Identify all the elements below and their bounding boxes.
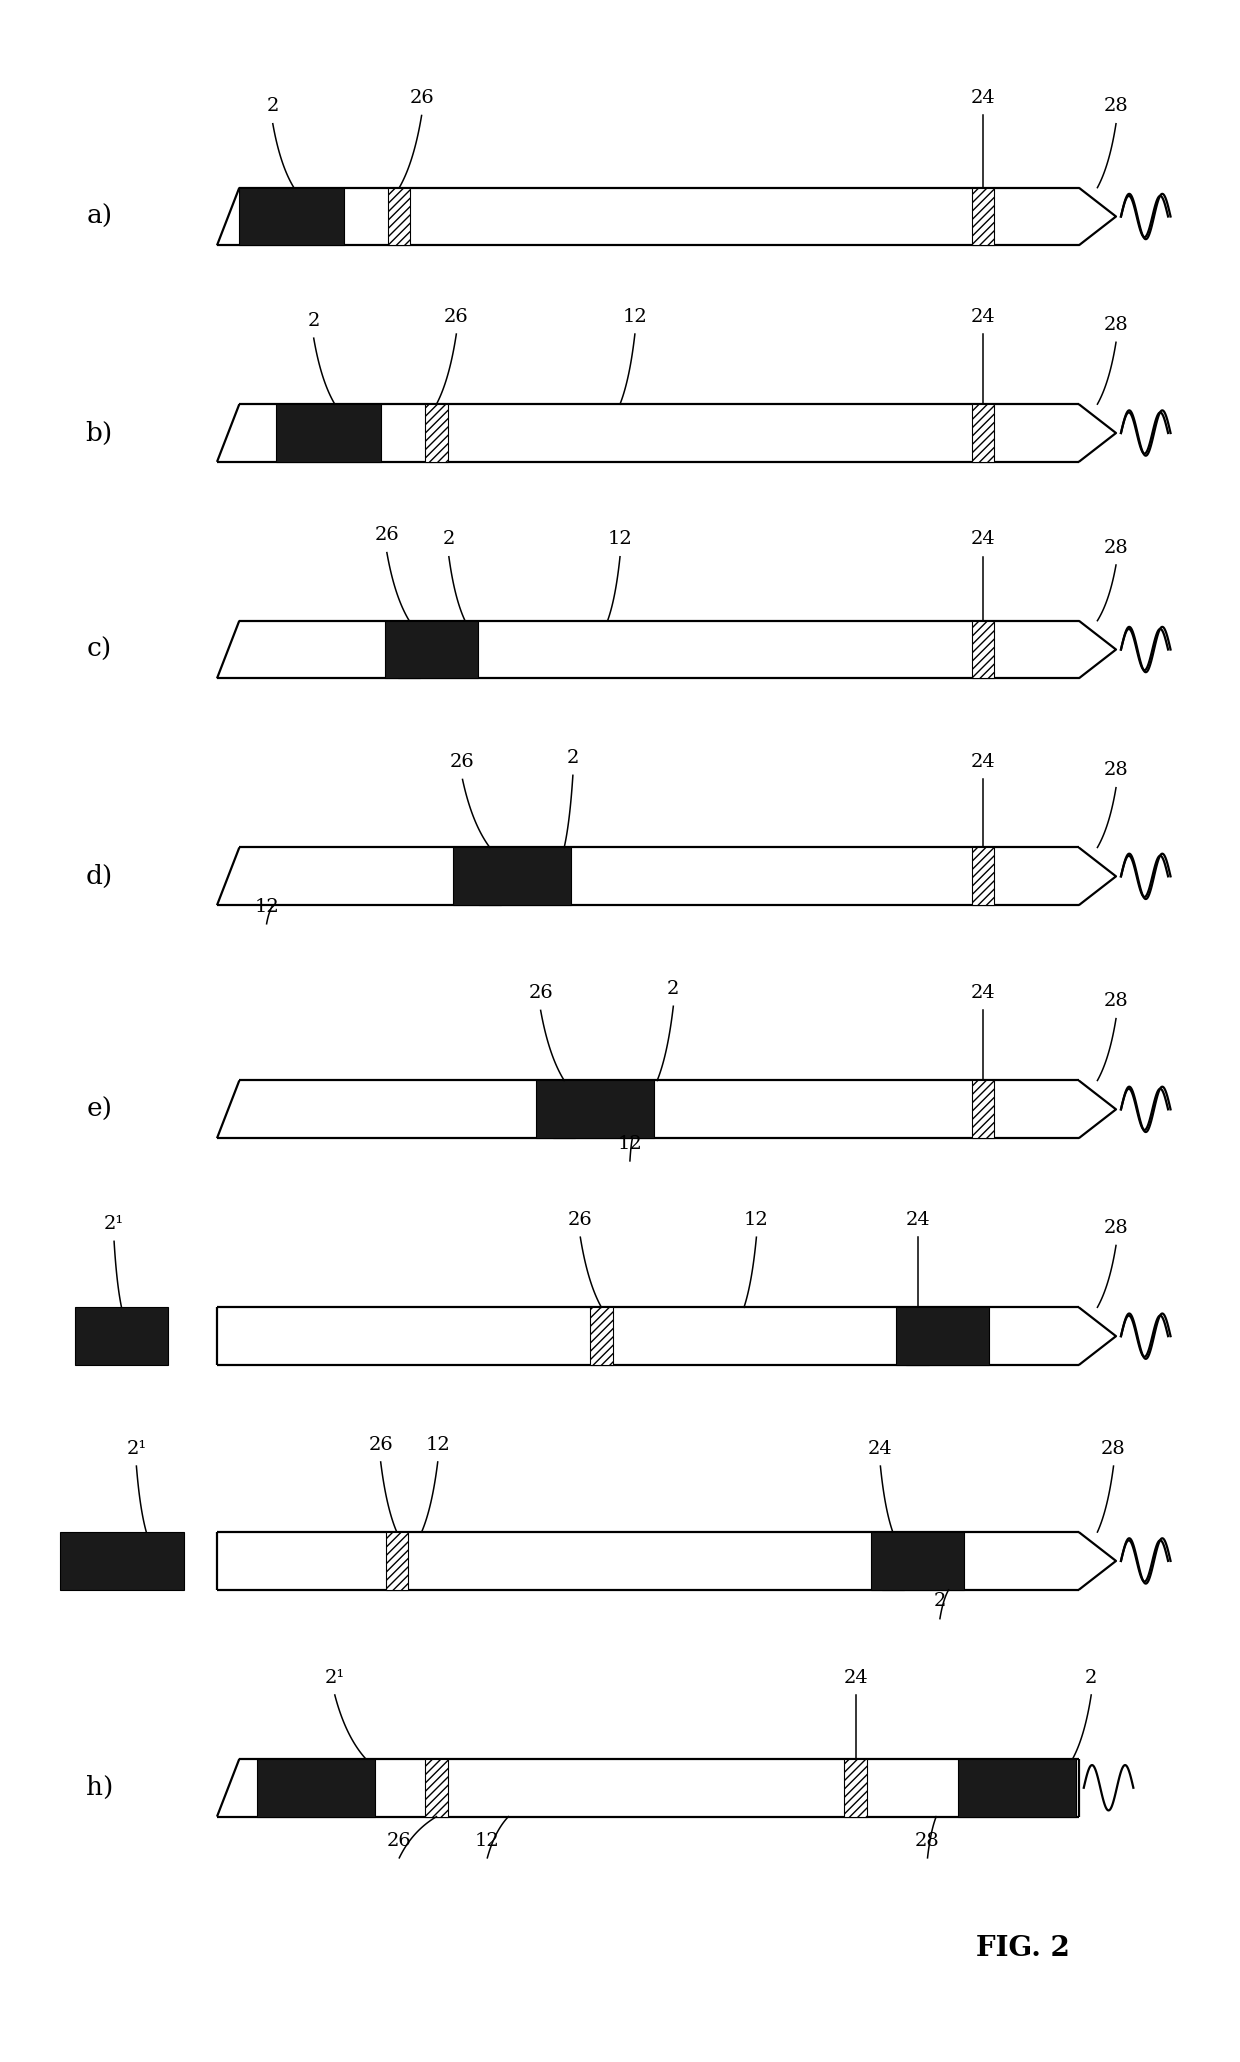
Bar xyxy=(425,404,448,462)
Text: 26: 26 xyxy=(409,89,434,107)
Text: 28: 28 xyxy=(1101,1439,1126,1458)
Text: 2: 2 xyxy=(567,749,579,767)
Text: 28: 28 xyxy=(1104,97,1128,115)
Text: 12: 12 xyxy=(622,307,647,326)
Text: 26: 26 xyxy=(444,307,469,326)
Text: 24: 24 xyxy=(971,984,996,1002)
Text: 28: 28 xyxy=(1104,315,1128,334)
Text: 12: 12 xyxy=(618,1134,642,1153)
Text: 2¹: 2¹ xyxy=(126,1439,146,1458)
Text: 26: 26 xyxy=(368,1435,393,1454)
Text: 2¹: 2¹ xyxy=(325,1668,345,1687)
Text: b): b) xyxy=(86,421,113,445)
Text: h): h) xyxy=(86,1775,113,1800)
Bar xyxy=(275,404,381,462)
Bar xyxy=(60,1532,184,1590)
Text: 12: 12 xyxy=(608,530,632,548)
Text: 24: 24 xyxy=(971,89,996,107)
Text: 24: 24 xyxy=(868,1439,893,1458)
Bar xyxy=(870,1532,965,1590)
Text: FIG. 2: FIG. 2 xyxy=(976,1934,1070,1963)
Bar xyxy=(398,621,420,678)
Bar xyxy=(972,847,994,905)
Bar xyxy=(386,1532,408,1590)
Bar xyxy=(590,1307,613,1365)
Text: 2: 2 xyxy=(443,530,455,548)
Bar xyxy=(972,404,994,462)
Bar xyxy=(895,1307,990,1365)
Text: 26: 26 xyxy=(568,1210,593,1229)
Text: 2: 2 xyxy=(308,311,320,330)
Text: 12: 12 xyxy=(425,1435,450,1454)
Bar xyxy=(425,1759,448,1817)
Bar xyxy=(536,1080,655,1138)
Text: 28: 28 xyxy=(915,1831,940,1850)
Bar xyxy=(388,188,410,245)
Text: 2¹: 2¹ xyxy=(104,1215,124,1233)
Text: 28: 28 xyxy=(1104,1219,1128,1237)
Text: d): d) xyxy=(86,864,113,889)
Text: 28: 28 xyxy=(1104,538,1128,557)
Text: 12: 12 xyxy=(744,1210,769,1229)
Text: c): c) xyxy=(87,637,112,662)
Bar xyxy=(972,188,994,245)
Text: a): a) xyxy=(86,204,113,229)
Bar xyxy=(972,1080,994,1138)
Text: 24: 24 xyxy=(971,307,996,326)
Text: 24: 24 xyxy=(971,753,996,771)
Text: g): g) xyxy=(86,1549,113,1573)
Text: 26: 26 xyxy=(528,984,553,1002)
Text: 2: 2 xyxy=(667,979,680,998)
Bar xyxy=(972,621,994,678)
Bar xyxy=(238,188,343,245)
Bar xyxy=(384,621,479,678)
Text: 12: 12 xyxy=(475,1831,500,1850)
Text: 2: 2 xyxy=(267,97,279,115)
Text: 28: 28 xyxy=(1104,761,1128,779)
Text: e): e) xyxy=(87,1097,112,1122)
Text: 24: 24 xyxy=(971,530,996,548)
Text: 24: 24 xyxy=(843,1668,868,1687)
Text: 2: 2 xyxy=(934,1592,946,1610)
Bar xyxy=(553,1080,575,1138)
Bar xyxy=(844,1759,867,1817)
Bar xyxy=(76,1307,169,1365)
Bar xyxy=(957,1759,1076,1817)
Text: 26: 26 xyxy=(387,1831,412,1850)
Text: 24: 24 xyxy=(905,1210,930,1229)
Text: 12: 12 xyxy=(254,897,279,916)
Text: 26: 26 xyxy=(450,753,475,771)
Bar xyxy=(906,1307,929,1365)
Bar xyxy=(882,1532,904,1590)
Bar xyxy=(479,847,501,905)
Bar xyxy=(454,847,570,905)
Text: 2: 2 xyxy=(1085,1668,1097,1687)
Bar xyxy=(258,1759,374,1817)
Text: 28: 28 xyxy=(1104,992,1128,1010)
Text: 26: 26 xyxy=(374,526,399,544)
Text: f): f) xyxy=(89,1324,109,1349)
